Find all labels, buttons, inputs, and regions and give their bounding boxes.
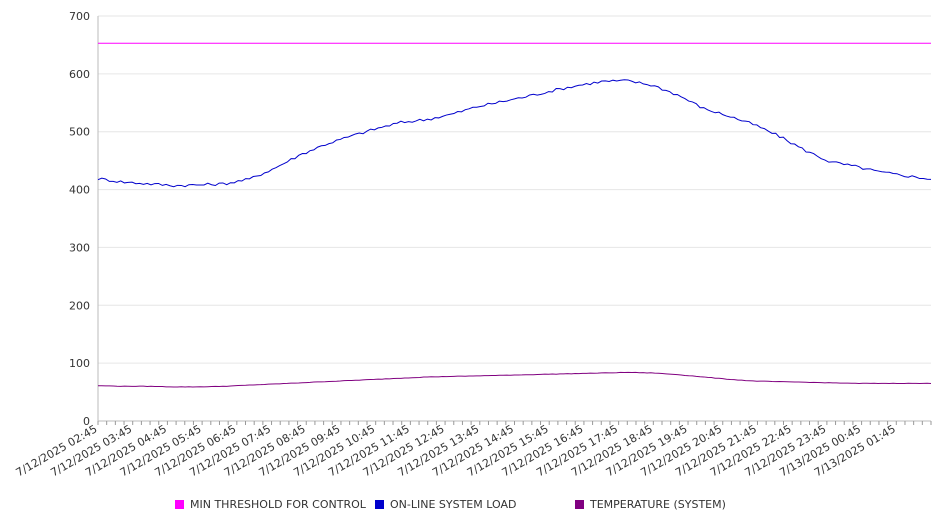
series-line-1 [97, 79, 932, 188]
legend-label-min-threshold: MIN THRESHOLD FOR CONTROL [190, 498, 366, 511]
legend-item-system-load: ON-LINE SYSTEM LOAD [375, 498, 516, 511]
y-tick-label: 0 [83, 415, 90, 428]
y-tick-labels: 0 100 200 300 400 500 600 700 [69, 10, 90, 428]
y-tick-label: 300 [69, 241, 90, 254]
grid-lines [98, 15, 931, 364]
y-tick-label: 700 [69, 10, 90, 23]
y-tick-label: 500 [69, 126, 90, 139]
legend: MIN THRESHOLD FOR CONTROL ON-LINE SYSTEM… [0, 498, 946, 514]
y-tick-label: 400 [69, 184, 90, 197]
legend-swatch-min-threshold [175, 500, 184, 509]
x-tick-labels: 7/12/2025 02:457/12/2025 03:457/12/2025 … [14, 422, 898, 479]
y-tick-label: 100 [69, 357, 90, 370]
legend-item-temperature: TEMPERATURE (SYSTEM) [575, 498, 726, 511]
legend-item-min-threshold: MIN THRESHOLD FOR CONTROL [175, 498, 366, 511]
series-line-2 [97, 371, 932, 388]
legend-swatch-temperature [575, 500, 584, 509]
series-lines [97, 42, 932, 388]
legend-label-system-load: ON-LINE SYSTEM LOAD [390, 498, 517, 511]
axes [97, 16, 932, 425]
y-tick-label: 600 [69, 68, 90, 81]
legend-label-temperature: TEMPERATURE (SYSTEM) [590, 498, 726, 511]
legend-swatch-system-load [375, 500, 384, 509]
y-tick-label: 200 [69, 299, 90, 312]
